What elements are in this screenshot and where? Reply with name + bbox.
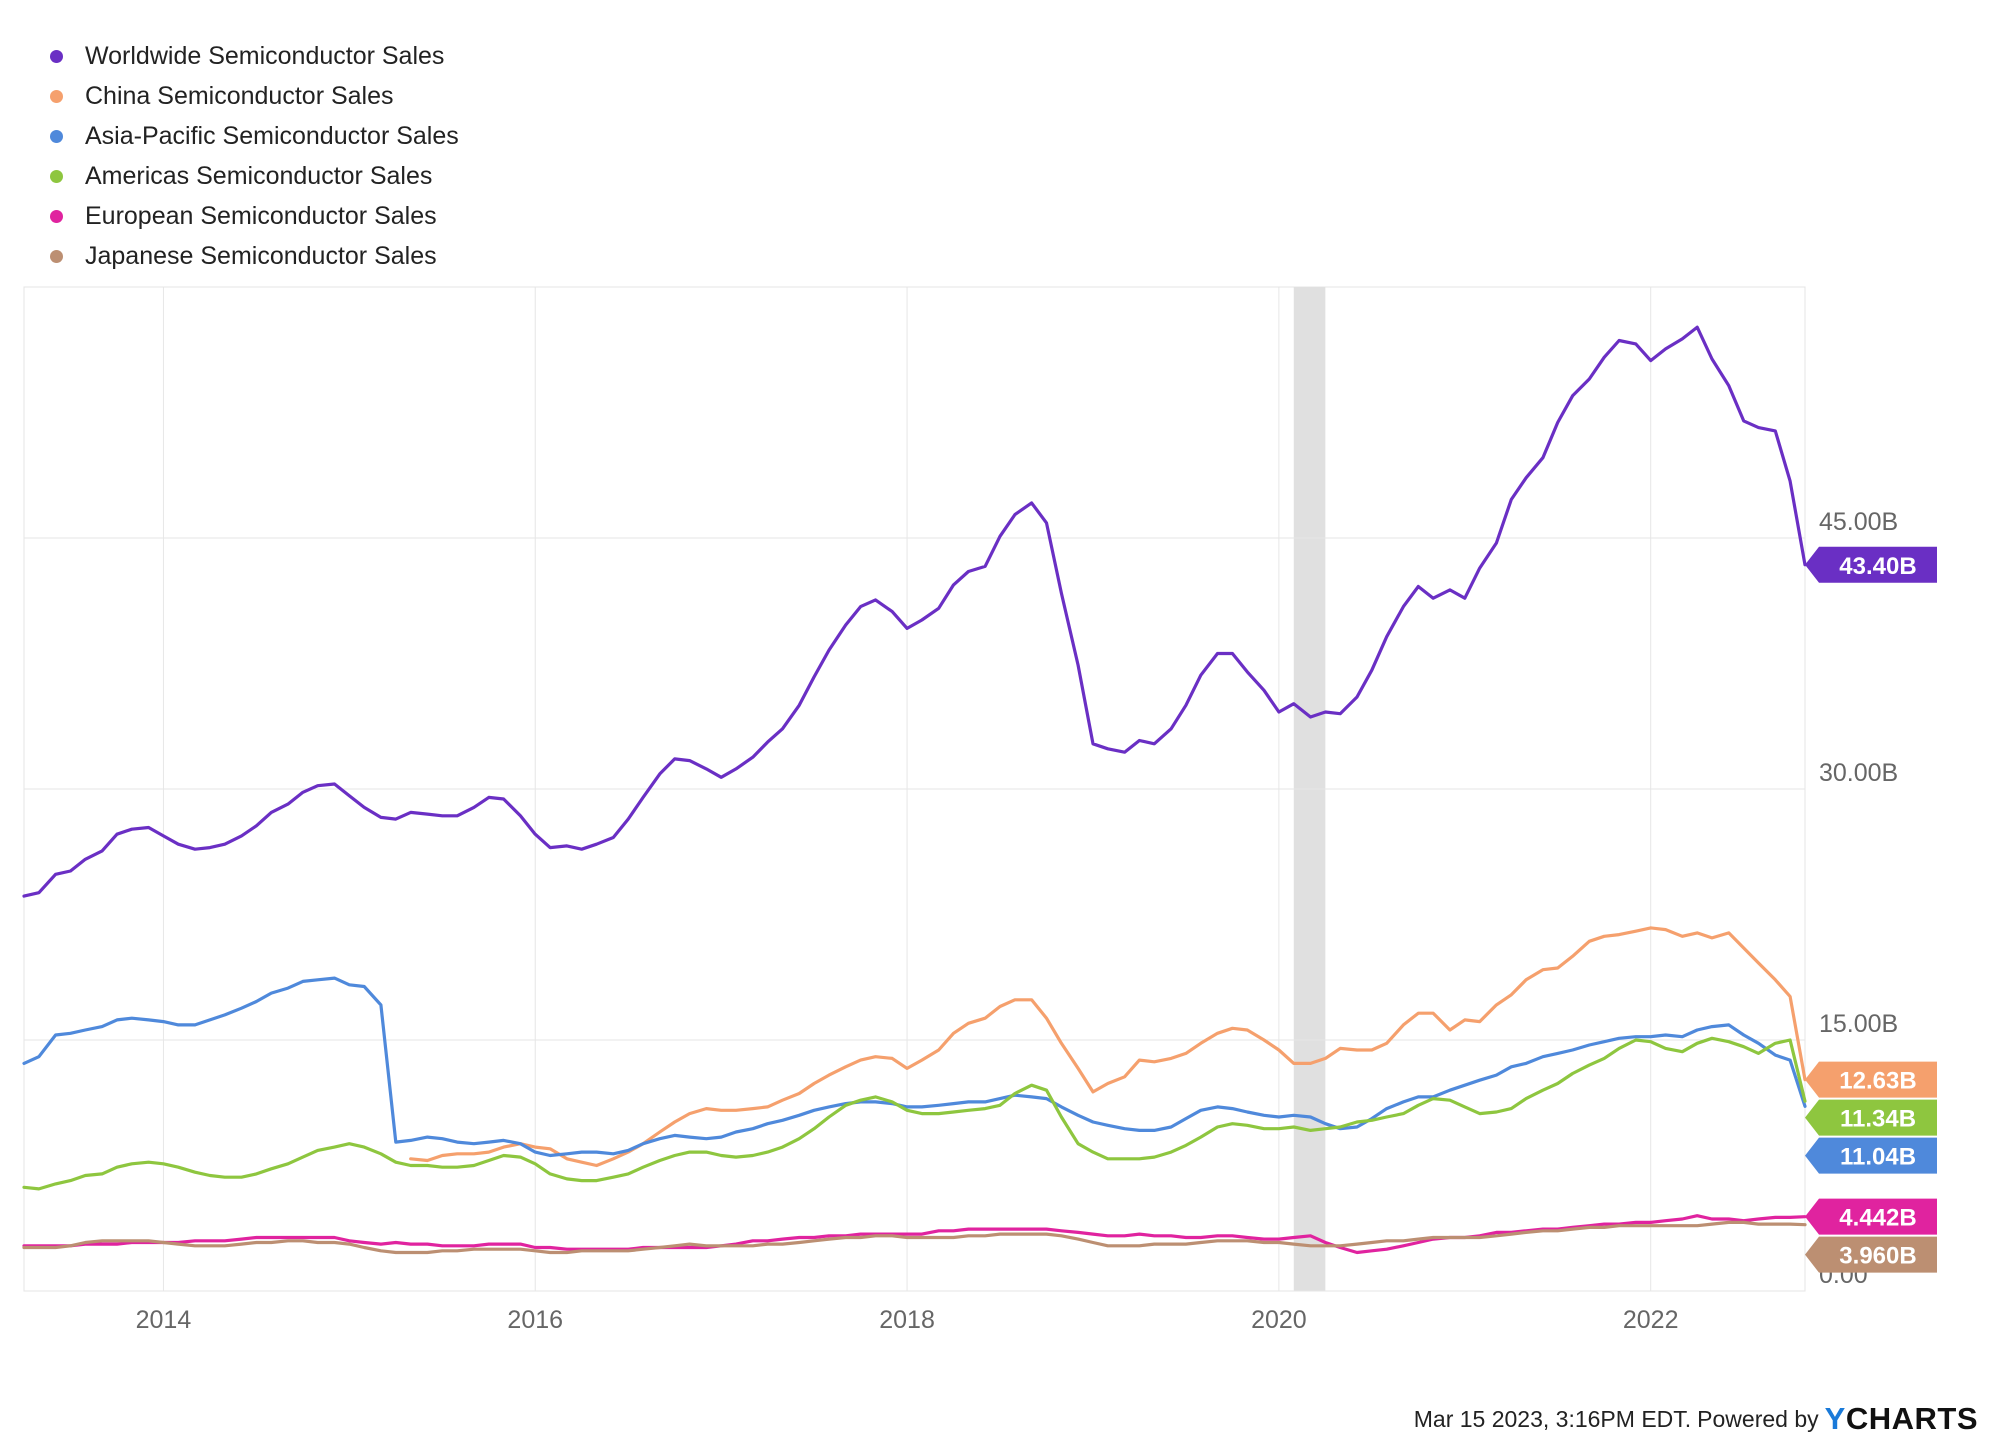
y-tick-label: 45.00B — [1819, 508, 1898, 536]
legend-label-worldwide: Worldwide Semiconductor Sales — [85, 41, 445, 70]
last-value-label: 11.34B — [1840, 1106, 1916, 1133]
legend-label-china: China Semiconductor Sales — [85, 81, 394, 110]
legend-item-japanese[interactable]: Japanese Semiconductor Sales — [50, 236, 459, 276]
last-value-flag-3: 11.34B — [1805, 1099, 1937, 1136]
last-value-label: 11.04B — [1840, 1144, 1916, 1171]
footer-powered-by: Powered by — [1697, 1405, 1819, 1432]
legend-label-european: European Semiconductor Sales — [85, 201, 437, 230]
last-value-flag-bg — [1805, 1061, 1937, 1098]
series-line-1 — [409, 926, 1807, 1168]
last-value-flag-bg — [1805, 1137, 1937, 1174]
series-line-4 — [22, 1214, 1807, 1255]
last-value-flag-bg — [1805, 1198, 1937, 1235]
ycharts-logo[interactable]: YCHARTS — [1825, 1401, 1978, 1437]
legend-item-european[interactable]: European Semiconductor Sales — [50, 196, 459, 236]
legend-item-americas[interactable]: Americas Semiconductor Sales — [50, 156, 459, 196]
last-value-label: 43.40B — [1839, 553, 1916, 580]
legend: Worldwide Semiconductor Sales China Semi… — [50, 36, 459, 276]
last-value-label: 12.63B — [1839, 1068, 1916, 1095]
last-value-flag-1: 12.63B — [1805, 1061, 1937, 1098]
legend-dot-worldwide — [50, 49, 63, 63]
series-line-2 — [22, 976, 1807, 1158]
x-tick-label: 2022 — [1623, 1306, 1679, 1334]
last-value-flag-bg — [1805, 1236, 1937, 1273]
legend-item-asia-pacific[interactable]: Asia-Pacific Semiconductor Sales — [50, 116, 459, 156]
footer-timestamp: Mar 15 2023, 3:16PM EDT. — [1413, 1405, 1692, 1432]
last-value-label: 3.960B — [1839, 1243, 1916, 1270]
last-value-flag-4: 4.442B — [1805, 1198, 1937, 1235]
last-value-flag-bg — [1805, 1099, 1937, 1136]
last-value-flag-2: 11.04B — [1805, 1137, 1937, 1174]
ycharts-logo-y: Y — [1824, 1401, 1846, 1436]
last-value-label: 4.442B — [1839, 1205, 1916, 1232]
last-value-flag-0: 43.40B — [1805, 546, 1937, 583]
x-tick-label: 2016 — [507, 1306, 563, 1334]
legend-dot-asia-pacific — [50, 129, 63, 143]
y-tick-label: 15.00B — [1819, 1010, 1898, 1038]
legend-label-japanese: Japanese Semiconductor Sales — [85, 241, 437, 270]
chart-footer: Mar 15 2023, 3:16PM EDT. Powered by YCHA… — [1414, 1401, 1978, 1437]
last-value-flag-bg — [1805, 546, 1937, 583]
legend-dot-european — [50, 209, 63, 223]
ycharts-logo-text: CHARTS — [1845, 1401, 1978, 1436]
x-tick-label: 2020 — [1251, 1306, 1307, 1334]
series-line-0 — [22, 325, 1807, 898]
y-tick-label: 30.00B — [1819, 759, 1898, 787]
legend-dot-china — [50, 89, 63, 103]
x-tick-label: 2014 — [136, 1306, 192, 1334]
series-line-5 — [22, 1220, 1807, 1255]
legend-dot-americas — [50, 169, 63, 183]
last-value-flag-5: 3.960B — [1805, 1236, 1937, 1273]
legend-dot-japanese — [50, 249, 63, 263]
legend-label-americas: Americas Semiconductor Sales — [85, 161, 433, 190]
legend-item-worldwide[interactable]: Worldwide Semiconductor Sales — [50, 36, 459, 76]
legend-item-china[interactable]: China Semiconductor Sales — [50, 76, 459, 116]
x-tick-label: 2018 — [879, 1306, 935, 1334]
legend-label-asia-pacific: Asia-Pacific Semiconductor Sales — [85, 121, 459, 150]
series-line-3 — [22, 1036, 1807, 1191]
